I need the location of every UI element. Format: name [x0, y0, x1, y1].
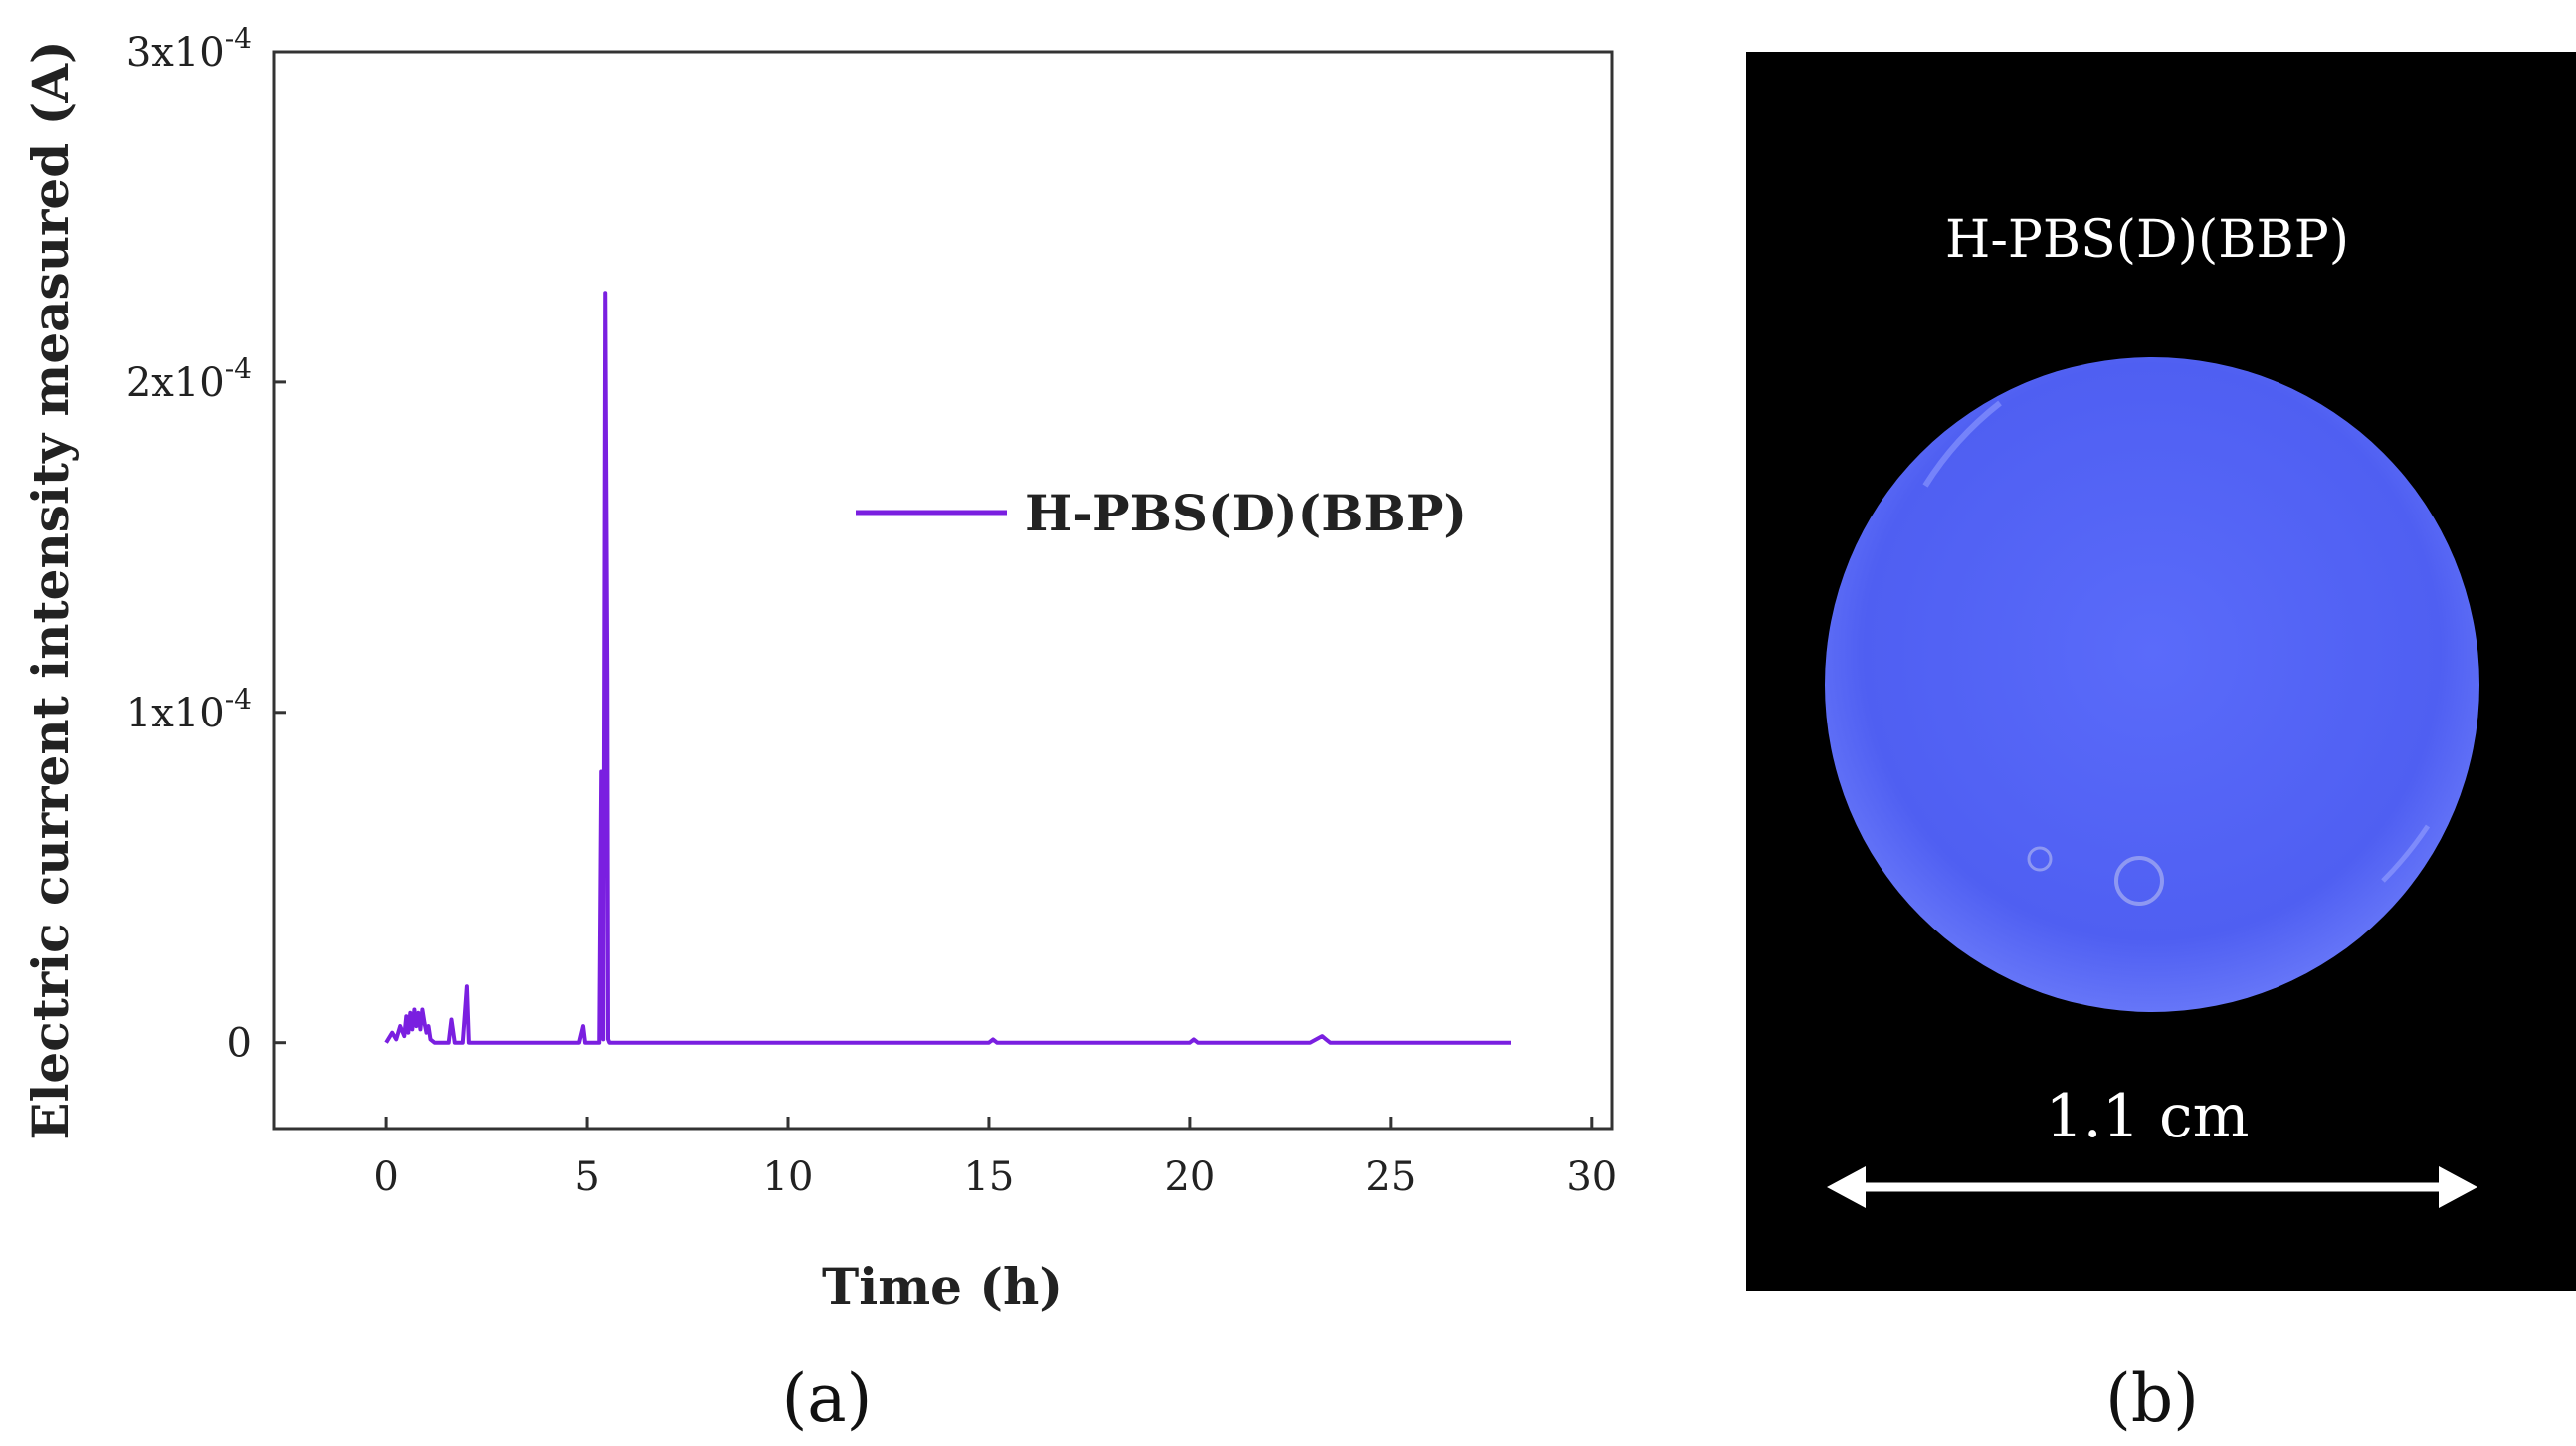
y-tick-label-mantissa: 2x10: [126, 360, 225, 406]
plot-frame: [272, 50, 1614, 1131]
y-tick-label-mantissa: 1x10: [126, 691, 225, 736]
x-tick-label: 15: [963, 1154, 1014, 1200]
legend: H-PBS(D)(BBP): [856, 484, 1467, 542]
y-tick-label-mantissa: 0: [227, 1021, 252, 1067]
sample-disc: [1825, 357, 2479, 1012]
x-axis-ticks: 0 5 10 15 20 25 30: [373, 1117, 1617, 1200]
x-tick-label: 0: [373, 1154, 398, 1200]
disc-rim-glint: [2381, 824, 2431, 883]
y-tick-label: 0: [227, 1021, 252, 1067]
y-tick-label-mantissa: 3x10: [126, 30, 225, 76]
y-tick-label-exponent: -4: [225, 22, 252, 55]
x-tick-label: 25: [1365, 1154, 1416, 1200]
photo-panel-b: H-PBS(D)(BBP) 1.1 cm (b): [1746, 52, 2576, 1437]
photo-scale-label: 1.1 cm: [2046, 1082, 2250, 1151]
panel-label-b: (b): [2105, 1360, 2199, 1437]
x-tick-label: 10: [763, 1154, 814, 1200]
legend-label: H-PBS(D)(BBP): [1025, 484, 1467, 542]
scale-arrow-head-left: [1827, 1166, 1866, 1208]
disc-defect-small: [2027, 846, 2053, 872]
photo-title: H-PBS(D)(BBP): [1945, 210, 2349, 270]
series-line-0: [384, 291, 1511, 1045]
y-tick-label: 2x10-4: [126, 352, 252, 406]
disc-highlight-mark: [1922, 400, 2002, 488]
x-tick-label: 30: [1566, 1154, 1617, 1200]
series-layer: [384, 291, 1511, 1045]
x-tick-label: 20: [1164, 1154, 1215, 1200]
panel-label-a: (a): [782, 1360, 873, 1437]
x-axis-title: Time (h): [822, 1257, 1063, 1316]
disc-defect-bubble: [2114, 856, 2164, 906]
scale-arrow: [1827, 1166, 2477, 1208]
x-tick-label: 5: [574, 1154, 599, 1200]
y-tick-label: 1x10-4: [126, 683, 252, 736]
scale-arrow-head-right: [2439, 1166, 2477, 1208]
y-tick-label-exponent: -4: [225, 683, 252, 716]
y-tick-label-exponent: -4: [225, 352, 252, 385]
y-tick-label: 3x10-4: [126, 22, 252, 76]
y-axis-title: Electric current intensity measured (A): [21, 40, 80, 1139]
